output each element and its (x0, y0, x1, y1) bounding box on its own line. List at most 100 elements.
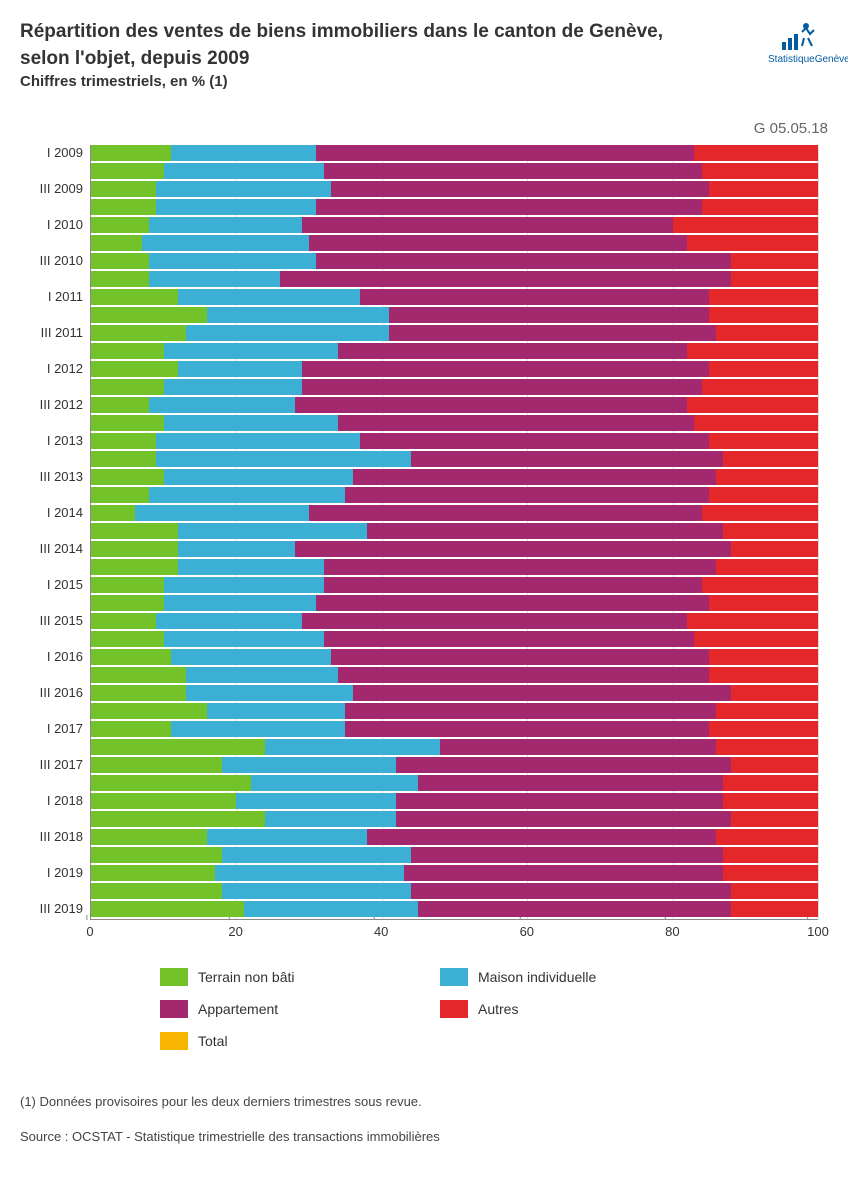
bar-segment-maison (186, 325, 390, 341)
bar-segment-autres (687, 397, 818, 413)
bar-segment-autres (702, 163, 818, 179)
bar-segment-terrain (91, 163, 164, 179)
y-axis-label: III 2011 (41, 325, 91, 341)
stacked-bar (91, 361, 818, 377)
legend-swatch (160, 1032, 188, 1050)
bar-segment-autres (731, 253, 818, 269)
stacked-bar (91, 793, 818, 809)
bar-row: III 2013 (91, 469, 818, 485)
logo-icon (778, 20, 818, 52)
bar-segment-autres (709, 181, 818, 197)
bar-row (91, 631, 818, 647)
stacked-bar (91, 199, 818, 215)
legend-item-total: Total (160, 1032, 440, 1050)
bar-row (91, 487, 818, 503)
bar-segment-autres (709, 433, 818, 449)
bar-segment-appart (302, 379, 702, 395)
y-axis-label: III 2019 (40, 901, 91, 917)
bar-segment-appart (324, 559, 717, 575)
bar-segment-maison (156, 433, 360, 449)
bar-row (91, 379, 818, 395)
bar-row (91, 775, 818, 791)
legend-item-maison: Maison individuelle (440, 968, 720, 986)
stacked-bar (91, 343, 818, 359)
bar-row (91, 415, 818, 431)
bar-segment-maison (265, 739, 439, 755)
bar-segment-appart (338, 343, 687, 359)
bar-segment-terrain (91, 307, 207, 323)
bar-segment-terrain (91, 649, 171, 665)
stacked-bar (91, 559, 818, 575)
y-axis-label: I 2014 (47, 505, 91, 521)
bar-segment-terrain (91, 613, 156, 629)
bar-row: III 2016 (91, 685, 818, 701)
x-tick: 60 (520, 924, 534, 939)
bar-segment-terrain (91, 883, 222, 899)
bar-segment-terrain (91, 379, 164, 395)
stacked-bar (91, 505, 818, 521)
bar-segment-autres (731, 685, 818, 701)
bar-segment-terrain (91, 253, 149, 269)
bar-segment-terrain (91, 685, 186, 701)
bar-segment-terrain (91, 631, 164, 647)
y-axis-label: III 2017 (40, 757, 91, 773)
bar-segment-appart (316, 199, 701, 215)
bar-segment-terrain (91, 541, 178, 557)
bar-segment-maison (156, 181, 330, 197)
bar-segment-autres (709, 649, 818, 665)
stacked-bar (91, 685, 818, 701)
bar-segment-autres (709, 289, 818, 305)
bar-segment-appart (316, 595, 709, 611)
bar-segment-autres (709, 307, 818, 323)
y-axis-label: I 2017 (47, 721, 91, 737)
source: Source : OCSTAT - Statistique trimestrie… (20, 1129, 828, 1144)
bar-segment-autres (702, 505, 818, 521)
bar-segment-maison (164, 469, 353, 485)
title-line1: Répartition des ventes de biens immobili… (20, 20, 768, 45)
bar-segment-appart (280, 271, 731, 287)
bar-segment-appart (418, 901, 731, 917)
bar-segment-autres (731, 541, 818, 557)
bar-segment-terrain (91, 829, 207, 845)
bar-segment-autres (709, 361, 818, 377)
y-axis-label: III 2013 (40, 469, 91, 485)
y-axis-label: I 2012 (47, 361, 91, 377)
bar-segment-autres (694, 415, 818, 431)
bar-segment-appart (367, 523, 723, 539)
bar-segment-terrain (91, 343, 164, 359)
bar-row: III 2012 (91, 397, 818, 413)
stacked-bar (91, 415, 818, 431)
bar-segment-maison (164, 631, 324, 647)
bar-segment-terrain (91, 703, 207, 719)
bar-segment-terrain (91, 793, 236, 809)
bar-segment-terrain (91, 487, 149, 503)
y-axis-label: I 2018 (47, 793, 91, 809)
bar-segment-maison (251, 775, 418, 791)
stacked-bar (91, 253, 818, 269)
bar-segment-autres (716, 469, 818, 485)
bar-segment-autres (709, 595, 818, 611)
y-axis-label: III 2012 (40, 397, 91, 413)
legend-item-appart: Appartement (160, 1000, 440, 1018)
legend-label: Autres (478, 1001, 518, 1017)
bar-row: I 2009 (91, 145, 818, 161)
stacked-bar (91, 757, 818, 773)
bar-segment-maison (149, 487, 345, 503)
legend: Terrain non bâtiMaison individuelleAppar… (160, 968, 760, 1064)
bar-segment-maison (171, 649, 331, 665)
bar-segment-autres (673, 217, 818, 233)
bar-segment-autres (709, 667, 818, 683)
bar-row: I 2012 (91, 361, 818, 377)
bar-segment-appart (418, 775, 723, 791)
bar-row (91, 739, 818, 755)
logo: StatistiqueGenève (768, 20, 828, 65)
stacked-bar (91, 235, 818, 251)
bar-segment-terrain (91, 415, 164, 431)
bar-segment-autres (723, 451, 818, 467)
bar-row: I 2011 (91, 289, 818, 305)
bar-segment-maison (164, 163, 324, 179)
bar-segment-maison (178, 289, 360, 305)
bar-row (91, 307, 818, 323)
bar-segment-autres (702, 199, 818, 215)
bar-segment-autres (702, 379, 818, 395)
